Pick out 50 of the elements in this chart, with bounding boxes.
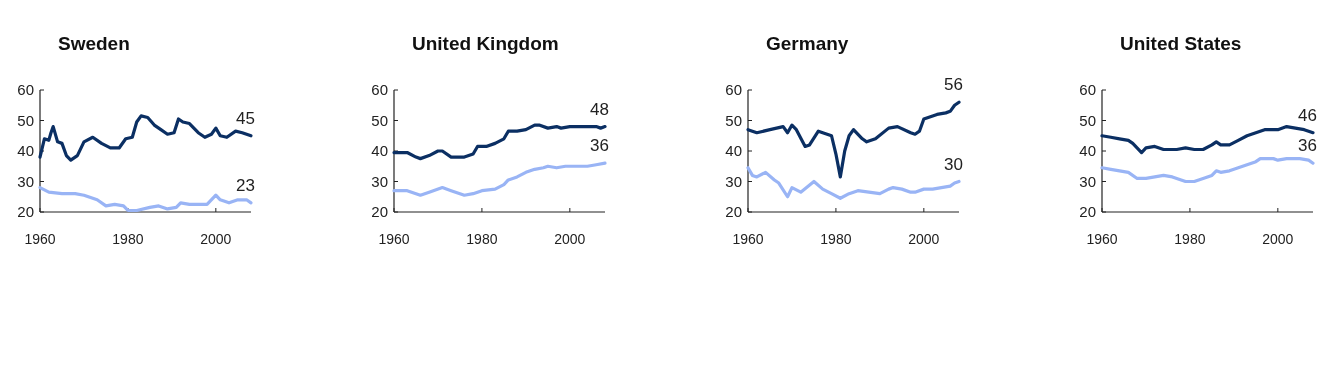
y-tick-label: 20 (371, 203, 388, 221)
data-label: 23 (236, 175, 255, 195)
x-tick-label: 1960 (1086, 231, 1118, 247)
y-tick-label: 30 (371, 172, 388, 190)
data-label: 36 (590, 136, 609, 156)
data-label: 56 (944, 75, 963, 95)
x-tick-label: 2000 (554, 231, 586, 247)
x-tick-label: 1960 (732, 231, 764, 247)
y-tick-label: 50 (725, 111, 742, 129)
y-tick-label: 20 (725, 203, 742, 221)
x-tick-label: 1980 (112, 231, 144, 247)
x-tick-label: 2000 (1262, 231, 1294, 247)
chart-title: United Kingdom (412, 33, 559, 54)
y-tick-label: 30 (725, 172, 742, 190)
y-tick-label: 40 (371, 142, 388, 160)
line-series (1100, 125, 1315, 155)
y-tick-label: 50 (17, 111, 34, 129)
data-label: 46 (1298, 105, 1317, 125)
chart-title: Sweden (58, 33, 130, 54)
x-tick-label: 1960 (24, 231, 56, 247)
line-series (746, 100, 961, 179)
y-tick-label: 20 (1079, 203, 1096, 221)
y-tick-label: 60 (725, 81, 742, 99)
chart-title: Germany (766, 33, 849, 54)
line-series (392, 123, 607, 161)
y-tick-label: 40 (725, 142, 742, 160)
x-tick-label: 2000 (908, 231, 940, 247)
chart-title: United States (1120, 33, 1242, 54)
y-tick-label: 30 (1079, 172, 1096, 190)
line-series (1100, 157, 1315, 184)
x-tick-label: 1960 (378, 231, 410, 247)
y-tick-label: 40 (17, 142, 34, 160)
y-tick-label: 60 (1079, 81, 1096, 99)
data-label: 48 (590, 99, 609, 119)
x-tick-label: 1980 (466, 231, 498, 247)
data-label: 45 (236, 108, 255, 128)
data-label: 30 (944, 154, 963, 174)
y-tick-label: 30 (17, 172, 34, 190)
x-tick-label: 2000 (200, 231, 232, 247)
y-tick-label: 60 (371, 81, 388, 99)
y-tick-label: 60 (17, 81, 34, 99)
line-series (392, 161, 607, 197)
x-tick-label: 1980 (1174, 231, 1206, 247)
x-tick-label: 1980 (820, 231, 852, 247)
y-tick-label: 50 (1079, 111, 1096, 129)
y-tick-label: 40 (1079, 142, 1096, 160)
y-tick-label: 50 (371, 111, 388, 129)
y-tick-label: 20 (17, 203, 34, 221)
line-series (38, 114, 253, 162)
data-label: 36 (1298, 136, 1317, 156)
